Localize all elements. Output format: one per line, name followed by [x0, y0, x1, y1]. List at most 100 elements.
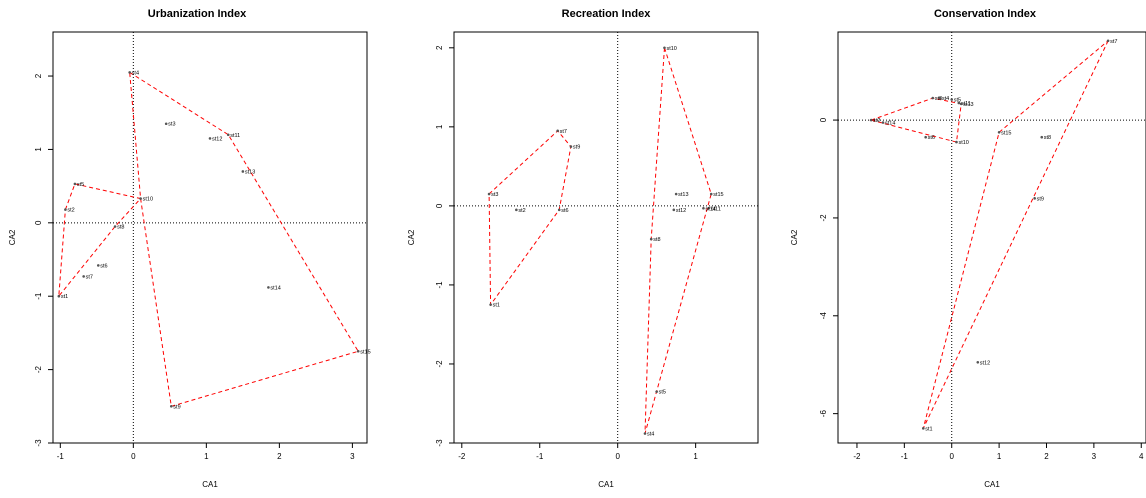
site-label: st2	[873, 118, 880, 124]
group-hull	[58, 183, 142, 298]
site-label: st11	[230, 133, 240, 139]
chart-title: Urbanization Index	[148, 8, 247, 20]
y-tick-label: 2	[34, 73, 43, 78]
site-point	[959, 102, 963, 106]
x-tick-label: -2	[853, 452, 861, 461]
site-label: st14	[705, 206, 715, 212]
x-axis-label: CA1	[984, 480, 1000, 489]
site-point	[709, 192, 713, 196]
x-tick-label: 0	[131, 452, 136, 461]
site-point	[356, 349, 360, 353]
site-point	[957, 101, 961, 105]
site-point	[707, 206, 711, 210]
y-tick-label: 1	[34, 147, 43, 152]
site-point	[702, 206, 705, 210]
y-tick-label: -2	[819, 214, 828, 222]
site-point	[643, 432, 647, 435]
site-point	[881, 121, 885, 124]
site-label: st6	[100, 263, 107, 269]
plot-frame	[453, 31, 759, 444]
site-point	[655, 390, 658, 393]
x-tick-label: 3	[1092, 452, 1097, 461]
y-tick-label: 0	[34, 220, 43, 225]
x-tick-label: 1	[693, 452, 698, 461]
y-tick-label: 2	[435, 45, 444, 50]
site-label: st15	[360, 349, 370, 355]
site-point	[64, 208, 67, 211]
x-tick-label: 4	[1139, 452, 1144, 461]
y-tick-label: 0	[819, 117, 828, 122]
site-label: st1	[493, 303, 500, 309]
site-point	[931, 96, 935, 100]
site-label: st13	[678, 192, 688, 198]
site-point	[663, 46, 666, 50]
x-axis-label: CA1	[598, 480, 614, 489]
site-point	[938, 96, 942, 100]
site-label: st15	[1001, 130, 1011, 136]
site-label: st10	[143, 197, 153, 203]
site-label: st3	[168, 122, 175, 128]
x-axis-label: CA1	[202, 480, 218, 489]
site-point	[489, 303, 492, 306]
chart-title: Conservation Index	[934, 8, 1037, 20]
site-point	[487, 192, 491, 196]
site-point	[950, 98, 954, 101]
group-hull	[488, 130, 572, 307]
y-axis-label: CA2	[407, 229, 416, 245]
site-label: st12	[980, 360, 990, 366]
y-tick-label: -1	[34, 292, 43, 300]
site-point	[921, 427, 925, 430]
chart-panel-1: Urbanization Index CA1 CA2 -1 0 1 2 3 -3 -2 -1 0 1 2 s…	[8, 8, 371, 489]
x-tick-label: -1	[57, 452, 65, 461]
site-label: st4	[132, 70, 139, 76]
y-tick-label: 1	[435, 124, 444, 129]
site-point	[241, 170, 245, 173]
site-point	[869, 118, 873, 122]
site-point	[139, 197, 142, 200]
site-point	[267, 286, 270, 289]
site-label: st4	[647, 432, 654, 438]
site-label: st5	[77, 182, 84, 188]
group-hull	[922, 40, 1109, 429]
site-point	[82, 275, 85, 278]
site-point	[57, 294, 61, 298]
x-tick-label: 0	[949, 452, 954, 461]
site-label: st5	[659, 390, 666, 396]
site-point	[556, 129, 559, 133]
site-label: st9	[1037, 196, 1044, 202]
y-tick-label: -6	[819, 410, 828, 418]
site-point	[96, 264, 100, 267]
y-tick-label: -4	[819, 312, 828, 320]
site-point	[226, 133, 230, 137]
site-label: st14	[885, 121, 895, 127]
site-point	[649, 237, 653, 241]
site-point	[515, 208, 518, 212]
site-label: st15	[713, 192, 723, 198]
x-tick-label: 0	[615, 452, 620, 461]
site-point	[569, 145, 573, 148]
site-point	[208, 137, 212, 140]
site-label: st12	[212, 136, 222, 142]
chart-panel-3: Conservation Index CA1 CA2 -2 -1 0 1 2 3 4 -6 -4 -2 0…	[790, 8, 1146, 489]
x-tick-label: -2	[458, 452, 466, 461]
site-label: st7	[1110, 39, 1117, 45]
site-label: st7	[560, 129, 567, 135]
site-label: st7	[86, 274, 93, 280]
site-label: st8	[653, 237, 660, 243]
x-tick-label: 3	[350, 452, 355, 461]
site-label: st11	[711, 206, 721, 212]
y-tick-label: -2	[34, 366, 43, 374]
x-tick-label: 2	[1044, 452, 1049, 461]
site-point	[997, 131, 1001, 134]
y-axis-label: CA2	[8, 229, 17, 245]
site-label: st2	[67, 208, 74, 214]
group-hull	[129, 71, 359, 407]
y-tick-label: 0	[435, 203, 444, 208]
plot-frame	[52, 31, 368, 444]
site-label: st13	[963, 102, 973, 108]
x-tick-label: -1	[536, 452, 544, 461]
site-point	[924, 135, 927, 139]
y-tick-label: -3	[34, 439, 43, 447]
x-tick-label: -1	[901, 452, 909, 461]
